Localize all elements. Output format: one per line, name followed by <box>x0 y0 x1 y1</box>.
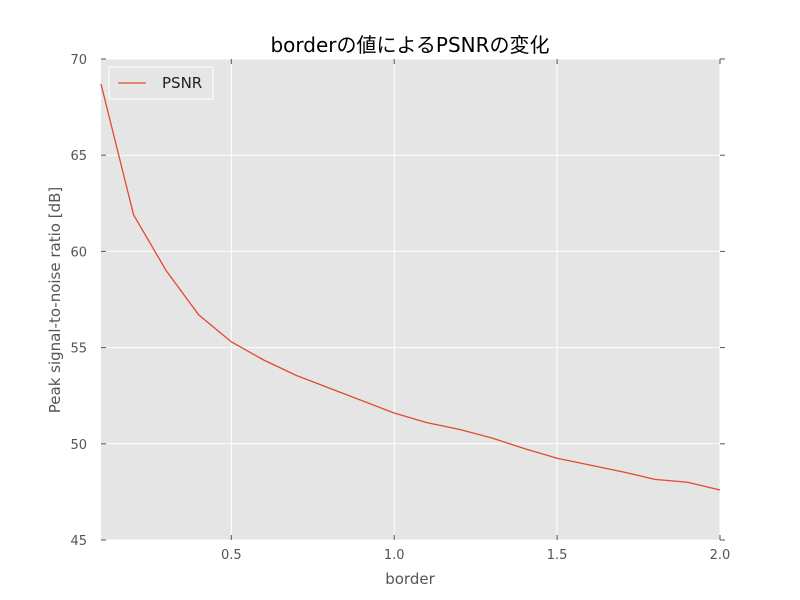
series-line-psnr <box>100 83 721 491</box>
y-tick-label: 45 <box>70 534 87 549</box>
x-axis-label: border <box>385 570 435 588</box>
series-lines <box>100 83 721 491</box>
plot-background <box>101 59 720 540</box>
y-tick-label: 55 <box>70 342 87 357</box>
axis-ticks <box>101 58 725 541</box>
y-tick-label: 60 <box>70 245 87 260</box>
y-tick-label: 70 <box>70 53 87 68</box>
legend-label-psnr: PSNR <box>162 74 202 92</box>
tick-labels: 0.5 1.0 1.5 2.0 45 50 55 60 65 70 <box>70 53 730 563</box>
x-tick-label: 1.5 <box>547 548 568 563</box>
chart-title: borderの値によるPSNRの変化 <box>270 33 549 57</box>
legend: PSNR <box>108 66 214 100</box>
x-tick-label: 2.0 <box>710 548 731 563</box>
grid-lines <box>101 58 721 541</box>
y-axis-label: Peak signal-to-noise ratio [dB] <box>46 187 64 413</box>
y-tick-label: 50 <box>70 438 87 453</box>
y-tick-label: 65 <box>70 149 87 164</box>
x-tick-label: 0.5 <box>221 548 242 563</box>
x-tick-label: 1.0 <box>384 548 405 563</box>
